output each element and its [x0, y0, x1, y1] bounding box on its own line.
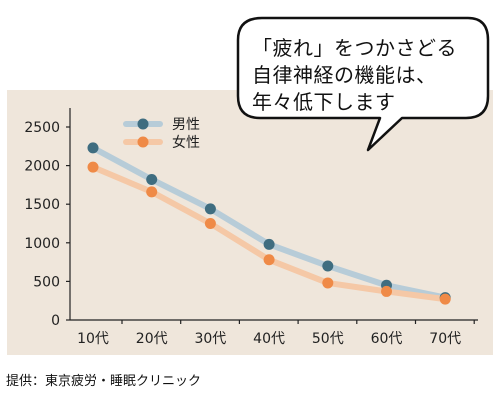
legend-label-1: 女性 [172, 134, 200, 151]
series-1-point [322, 277, 334, 289]
x-tick-label: 70代 [429, 331, 461, 347]
series-1-point [146, 186, 158, 198]
callout-bubble-shape [236, 16, 490, 152]
callout-line-2: 自律神経の機能は、 [252, 63, 437, 87]
y-tick-label: 0 [51, 313, 60, 329]
y-tick-label: 1500 [24, 197, 60, 213]
series-1-point [204, 218, 216, 229]
axes: 0 500 1000 1500 2000 2500 10代 20代 30代 40代 50代 60代 70… [24, 108, 478, 347]
series-0-point [146, 173, 158, 185]
legend-marker-0 [137, 118, 149, 130]
series-1-point [439, 293, 451, 305]
series-line-0 [90, 144, 449, 301]
legend-label-0: 男性 [172, 117, 200, 133]
x-tick-label: 20代 [136, 331, 168, 347]
series-0-point [87, 142, 99, 154]
x-tick-label: 50代 [312, 331, 344, 347]
callout-line-3: 年々低下します [252, 90, 396, 114]
plot-panel [7, 90, 493, 355]
callout-line-1: 「疲れ」をつかさどる [252, 36, 457, 60]
series-points [87, 142, 451, 305]
series-line-1 [90, 164, 449, 303]
series-0-point [204, 203, 216, 215]
y-tick-label: 1000 [24, 236, 60, 252]
x-tick-label: 60代 [371, 331, 403, 347]
x-tick-label: 10代 [77, 331, 109, 347]
series-0-point [322, 260, 334, 272]
callout-bubble [236, 16, 490, 152]
y-tick-label: 2000 [24, 159, 60, 175]
source-credit: 提供：東京疲労・睡眠クリニック [6, 374, 202, 389]
legend-marker-1 [137, 136, 149, 148]
series-1-point [263, 254, 275, 266]
x-tick-label: 40代 [253, 331, 285, 347]
series-1-point [381, 285, 392, 297]
callout-text: 「疲れ」をつかさどる 自律神経の機能は、 年々低下します [252, 35, 472, 116]
x-tick-label: 30代 [194, 331, 226, 347]
series-1-point [87, 161, 99, 173]
y-tick-label: 2500 [24, 120, 60, 136]
series-lines [90, 144, 449, 303]
y-tick-label: 500 [33, 274, 60, 290]
series-0-point [263, 238, 275, 250]
